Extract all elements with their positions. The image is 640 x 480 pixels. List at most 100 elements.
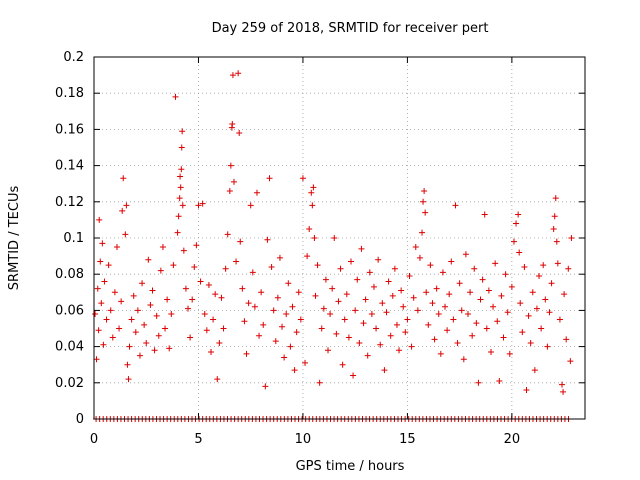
data-point bbox=[162, 325, 169, 332]
data-point bbox=[354, 276, 361, 283]
data-point bbox=[239, 285, 246, 292]
data-point bbox=[479, 276, 486, 283]
data-point bbox=[515, 211, 522, 218]
data-point bbox=[416, 254, 423, 261]
data-point bbox=[565, 265, 572, 272]
data-point bbox=[256, 332, 263, 339]
data-point bbox=[311, 235, 318, 241]
data-point bbox=[172, 93, 179, 100]
data-point bbox=[487, 349, 494, 356]
data-point bbox=[364, 352, 371, 359]
data-point bbox=[546, 309, 553, 316]
data-point bbox=[381, 367, 388, 374]
data-point bbox=[249, 269, 256, 276]
data-point bbox=[483, 325, 490, 332]
data-point bbox=[550, 225, 557, 232]
y-tick-label: 0.08 bbox=[55, 267, 84, 282]
x-tick-label: 10 bbox=[295, 432, 312, 447]
data-point bbox=[556, 316, 563, 323]
data-point bbox=[175, 213, 182, 220]
plot-frame bbox=[93, 56, 586, 420]
data-point bbox=[214, 376, 221, 383]
grid bbox=[94, 57, 585, 419]
data-point bbox=[93, 356, 100, 363]
data-point bbox=[554, 260, 561, 267]
data-point bbox=[350, 372, 357, 379]
data-point bbox=[322, 276, 329, 283]
data-point bbox=[563, 336, 570, 343]
data-point bbox=[410, 294, 417, 301]
data-point bbox=[179, 128, 186, 135]
data-point bbox=[224, 231, 231, 238]
data-point bbox=[241, 318, 248, 325]
data-point bbox=[508, 283, 515, 290]
data-point bbox=[134, 307, 141, 314]
data-point bbox=[168, 311, 175, 318]
data-point bbox=[347, 258, 354, 265]
data-point bbox=[553, 238, 560, 245]
data-point bbox=[145, 256, 152, 263]
data-point bbox=[132, 329, 139, 336]
y-tick-label: 0.02 bbox=[55, 376, 84, 391]
data-point bbox=[210, 316, 217, 323]
data-point bbox=[96, 216, 103, 223]
data-point bbox=[105, 262, 112, 269]
data-point bbox=[375, 256, 382, 263]
y-tick-label: 0.06 bbox=[55, 303, 84, 318]
data-point bbox=[421, 187, 428, 194]
data-point bbox=[498, 292, 505, 299]
data-point bbox=[517, 300, 524, 307]
data-point bbox=[320, 305, 327, 312]
data-point bbox=[427, 262, 434, 269]
data-point bbox=[306, 225, 313, 232]
data-point bbox=[360, 320, 367, 327]
data-point bbox=[120, 175, 127, 182]
data-point bbox=[529, 289, 536, 296]
data-point bbox=[251, 303, 258, 310]
data-point bbox=[164, 296, 171, 303]
data-point bbox=[97, 258, 104, 265]
data-point bbox=[329, 285, 336, 292]
data-point bbox=[402, 329, 409, 336]
data-point bbox=[197, 278, 204, 285]
data-point bbox=[446, 291, 453, 298]
data-point bbox=[179, 202, 186, 209]
data-point bbox=[464, 311, 471, 318]
data-point bbox=[103, 316, 110, 323]
data-point bbox=[437, 350, 444, 357]
x-tick-label: 20 bbox=[504, 432, 521, 447]
data-point bbox=[540, 262, 547, 269]
data-point bbox=[331, 235, 338, 241]
data-point bbox=[504, 309, 511, 316]
data-point bbox=[176, 195, 183, 202]
data-point bbox=[101, 278, 108, 285]
data-point bbox=[485, 287, 492, 294]
data-point bbox=[377, 341, 384, 348]
data-point bbox=[124, 361, 131, 368]
data-point bbox=[490, 303, 497, 310]
data-point bbox=[370, 283, 377, 290]
y-axis-label: SRMTID / TECUs bbox=[7, 186, 22, 291]
y-tick-label: 0.14 bbox=[55, 159, 84, 174]
x-tick-label: 0 bbox=[90, 432, 98, 447]
data-point bbox=[177, 173, 184, 180]
data-point bbox=[352, 307, 359, 314]
data-point bbox=[118, 298, 125, 305]
data-point bbox=[253, 189, 260, 196]
data-point bbox=[525, 312, 532, 319]
data-point bbox=[481, 211, 488, 218]
data-points bbox=[92, 70, 575, 395]
data-point bbox=[229, 72, 236, 79]
y-tick-label: 0.1 bbox=[63, 231, 84, 246]
data-point bbox=[568, 235, 575, 241]
data-point bbox=[243, 350, 250, 357]
data-point bbox=[527, 339, 534, 346]
data-point bbox=[383, 309, 390, 316]
data-point bbox=[220, 325, 227, 332]
data-point bbox=[516, 249, 523, 256]
data-point bbox=[414, 307, 421, 314]
data-point bbox=[92, 311, 99, 318]
data-point bbox=[187, 334, 194, 341]
x-tick-label: 5 bbox=[194, 432, 202, 447]
